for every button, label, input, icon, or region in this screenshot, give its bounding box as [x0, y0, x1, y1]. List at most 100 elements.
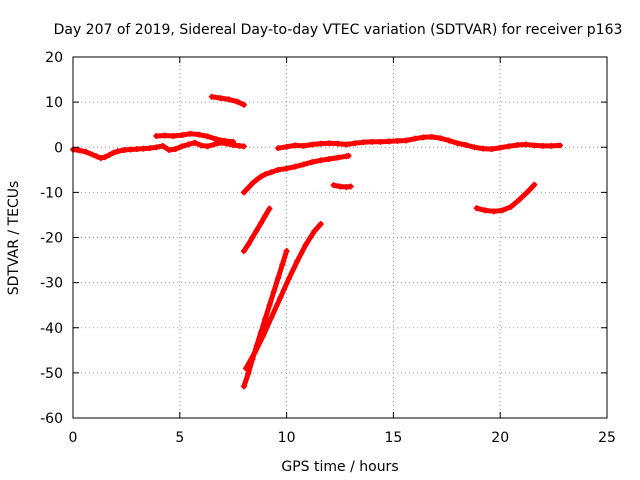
data-point — [292, 163, 299, 170]
data-point — [351, 140, 358, 147]
data-point — [454, 140, 461, 147]
series-1 — [70, 139, 247, 162]
data-point — [196, 131, 203, 138]
data-point — [134, 146, 141, 153]
data-point — [343, 141, 350, 148]
y-tick-labels: -60 -50 -40 -30 -20 -10 0 10 20 — [40, 50, 63, 427]
data-point — [471, 144, 478, 151]
y-tick-label: 0 — [54, 140, 63, 156]
data-point — [309, 159, 316, 166]
data-point — [268, 313, 275, 320]
data-point — [198, 142, 205, 149]
data-point — [127, 146, 134, 153]
data-point — [377, 138, 384, 145]
y-tick-label: -40 — [40, 321, 63, 337]
series-10 — [473, 181, 538, 215]
data-point — [488, 146, 495, 153]
data-point — [514, 141, 521, 148]
data-point — [480, 145, 487, 152]
data-point — [345, 152, 352, 159]
data-point — [230, 138, 237, 145]
data-point — [121, 146, 128, 153]
grid-lines — [73, 57, 607, 418]
data-point — [240, 101, 247, 108]
data-point — [499, 207, 506, 214]
data-point — [311, 228, 318, 235]
y-tick-label: -60 — [40, 411, 63, 427]
data-point — [360, 139, 367, 146]
data-point — [531, 142, 538, 149]
series-line — [243, 221, 324, 371]
x-tick-labels: 0 5 10 15 20 25 — [69, 430, 616, 446]
data-point — [170, 132, 177, 139]
data-point — [507, 203, 514, 210]
data-point — [283, 165, 290, 172]
data-point — [114, 148, 121, 155]
data-point — [275, 145, 282, 152]
data-point — [369, 138, 376, 145]
series-line — [474, 182, 537, 214]
data-point — [437, 135, 444, 142]
data-point — [213, 136, 220, 143]
data-point — [172, 146, 179, 153]
data-point — [266, 205, 273, 212]
series-9 — [330, 182, 354, 190]
data-point — [337, 183, 343, 190]
series-8 — [275, 133, 564, 153]
data-point — [490, 208, 497, 215]
data-point — [249, 234, 256, 241]
series-3 — [208, 93, 247, 108]
y-tick-label: -50 — [40, 366, 63, 382]
y-tick-label: 10 — [45, 95, 63, 111]
data-point — [283, 143, 290, 150]
y-tick-label: -20 — [40, 231, 63, 247]
data-point — [445, 137, 452, 144]
data-point — [309, 141, 316, 148]
data-point — [334, 140, 341, 147]
data-point — [262, 212, 269, 219]
x-tick-label: 25 — [598, 430, 616, 446]
data-point — [420, 134, 427, 141]
data-point — [266, 302, 273, 309]
data-point — [292, 142, 299, 149]
data-series — [70, 93, 564, 390]
data-point — [208, 93, 215, 100]
data-point — [217, 95, 224, 102]
data-point — [330, 182, 337, 189]
series-5 — [240, 205, 273, 255]
data-point — [262, 315, 269, 322]
data-point — [317, 157, 324, 164]
data-point — [386, 138, 393, 145]
data-point — [251, 350, 258, 357]
data-point — [97, 155, 104, 162]
data-point — [210, 141, 217, 148]
data-point — [326, 140, 333, 147]
x-tick-label: 10 — [278, 430, 296, 446]
data-point — [93, 153, 100, 160]
x-axis-label: GPS time / hours — [281, 459, 398, 475]
data-point — [411, 135, 418, 142]
x-tick-label: 15 — [384, 430, 402, 446]
data-point — [249, 180, 256, 187]
y-axis-label: SDTVAR / TECUs — [6, 181, 22, 296]
series-line — [209, 94, 247, 108]
data-point — [185, 141, 192, 148]
data-point — [140, 145, 147, 152]
data-point — [294, 257, 301, 264]
data-point — [463, 141, 470, 148]
y-tick-label: -10 — [40, 185, 63, 201]
chart-title: Day 207 of 2019, Sidereal Day-to-day VTE… — [54, 22, 623, 38]
data-point — [262, 171, 269, 178]
data-point — [531, 181, 538, 188]
data-point — [270, 288, 277, 295]
data-point — [191, 139, 198, 146]
data-point — [275, 166, 282, 173]
data-point — [159, 142, 166, 149]
data-point — [204, 143, 211, 150]
data-point — [277, 294, 284, 301]
data-point — [178, 132, 185, 139]
data-point — [178, 143, 185, 150]
data-point — [482, 207, 489, 214]
data-point — [89, 151, 96, 158]
